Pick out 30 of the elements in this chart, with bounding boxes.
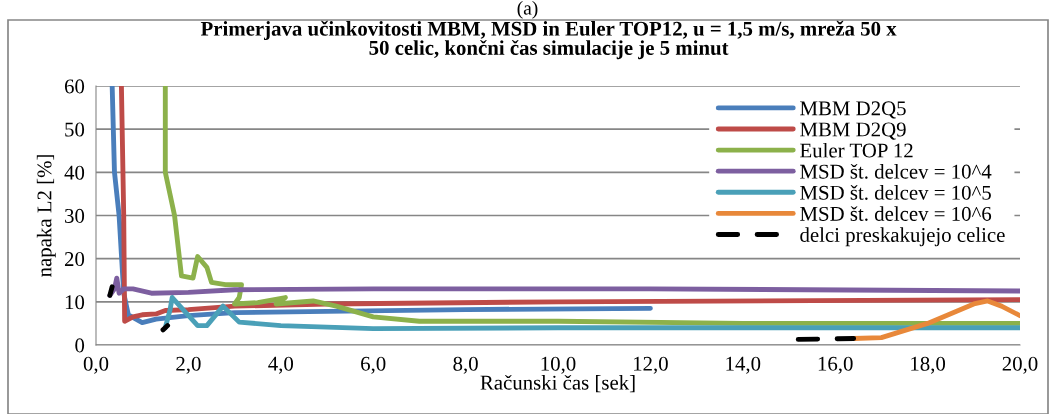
- x-tick-label: 2,0: [176, 356, 201, 374]
- line-series: [162, 295, 1020, 332]
- legend-label: delci preskakujejo celice: [800, 227, 1005, 247]
- legend-label: MSD št. delcev = 10^4: [800, 163, 992, 179]
- x-axis-title: Računski čas [sek]: [480, 374, 635, 393]
- y-tick-label: 0: [75, 338, 85, 353]
- legend-label: MBM D2Q5: [800, 101, 906, 119]
- y-tick-label: 50: [65, 122, 85, 137]
- x-tick-label: 18,0: [911, 356, 946, 374]
- x-tick-label: 12,0: [634, 356, 668, 374]
- legend-label: MSD št. delcev = 10^6: [800, 206, 992, 221]
- y-tick-label: 10: [65, 295, 85, 310]
- legend-label: MSD št. delcev = 10^5: [800, 185, 991, 200]
- y-tick-label: 20: [64, 252, 85, 267]
- y-axis-title: napaka L2 [%]: [36, 155, 56, 277]
- x-tick-label: 20,0: [1002, 356, 1038, 374]
- y-tick-label: 60: [64, 79, 85, 94]
- x-tick-label: 8,0: [453, 356, 478, 374]
- y-tick-label: 40: [64, 165, 85, 180]
- x-tick-label: 6,0: [361, 356, 386, 374]
- legend-label: Euler TOP 12: [800, 142, 913, 158]
- x-tick-label: 14,0: [726, 356, 761, 374]
- x-tick-label: 0,0: [83, 356, 109, 374]
- text: (a): [517, 1, 538, 19]
- y-tick-label: 30: [65, 208, 85, 223]
- x-tick-label: 16,0: [818, 356, 853, 374]
- legend-label: MBM D2Q9: [800, 122, 906, 140]
- x-tick-label: 10,0: [541, 356, 576, 374]
- chart-title: Primerjava učinkovitosti MBM, MSD in Euler TOP12, u = 1,5 m/s, mreža 50 x 50 celic, končni čas simulacije je 5 minut: [200, 20, 897, 60]
- x-tick-label: 4,0: [268, 356, 294, 374]
